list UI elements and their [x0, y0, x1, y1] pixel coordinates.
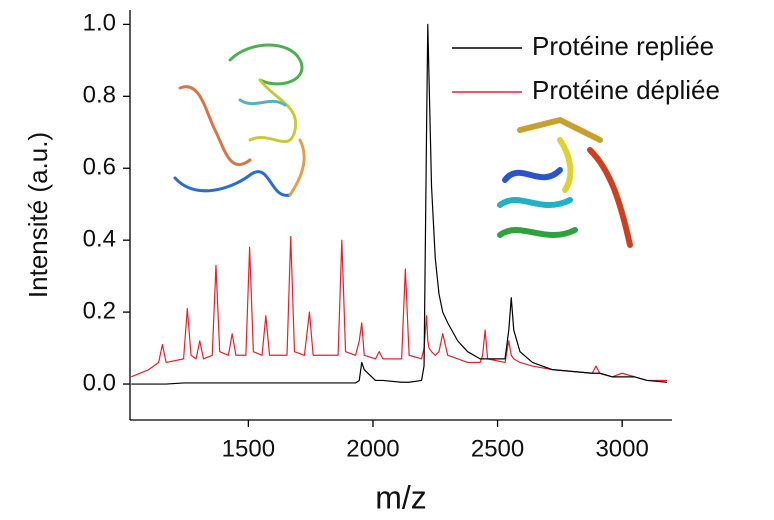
folded-protein-image [497, 116, 633, 248]
y-tick-label: 1.0 [83, 10, 116, 37]
unfolded-protein-image [173, 43, 306, 197]
x-tick-label: 2000 [346, 435, 399, 462]
series-line [131, 23, 668, 385]
x-tick-label: 2500 [471, 435, 524, 462]
y-tick-label: 0.4 [83, 226, 116, 253]
series-line [131, 235, 668, 382]
x-tick-label: 1500 [222, 435, 275, 462]
x-tick-label: 3000 [595, 435, 648, 462]
y-axis-label: Intensité (a.u.) [23, 132, 53, 298]
y-tick-label: 0.2 [83, 297, 116, 324]
y-tick-label: 0.8 [83, 82, 116, 109]
y-tick-label: 0.6 [83, 154, 116, 181]
legend-label: Protéine dépliée [532, 75, 720, 105]
legend-label: Protéine repliée [532, 31, 714, 61]
y-tick-label: 0.0 [83, 369, 116, 396]
axes [129, 10, 672, 421]
x-axis-label: m/z [375, 479, 427, 515]
